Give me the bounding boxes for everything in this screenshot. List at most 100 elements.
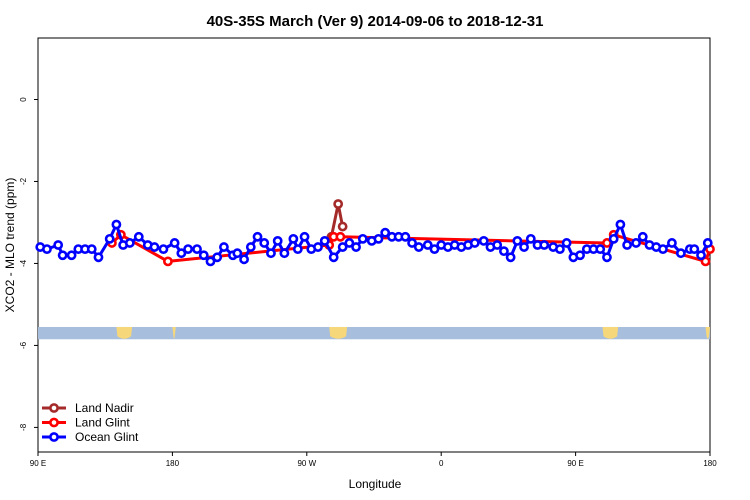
data-point <box>163 256 173 267</box>
data-point <box>539 240 550 250</box>
data-point <box>373 233 384 244</box>
data-point <box>219 242 229 252</box>
data-point <box>183 244 193 254</box>
data-point <box>622 240 633 250</box>
legend-item: Land Glint <box>42 416 130 430</box>
series-line <box>329 202 345 238</box>
data-point <box>337 242 348 252</box>
data-point <box>53 240 64 250</box>
data-point <box>205 256 216 267</box>
x-tick-label: 90 E <box>30 459 46 468</box>
ocean-band <box>38 326 710 340</box>
data-point <box>422 240 433 250</box>
data-point <box>512 236 523 246</box>
legend-label: Ocean Glint <box>75 430 139 444</box>
legend-item: Land Nadir <box>42 401 134 415</box>
data-point <box>245 242 256 252</box>
data-point <box>104 233 115 244</box>
data-point <box>176 248 187 259</box>
data-point <box>158 244 169 254</box>
data-point <box>525 233 536 244</box>
data-point <box>429 244 440 254</box>
legend-item: Ocean Glint <box>42 430 139 444</box>
data-point <box>319 236 330 246</box>
data-point <box>42 244 52 254</box>
data-point <box>232 248 243 259</box>
land-patch <box>172 326 176 339</box>
data-point <box>313 242 323 252</box>
data-point <box>288 233 299 244</box>
x-tick-label: 90 W <box>297 459 316 468</box>
data-point <box>555 244 565 254</box>
x-tick-label: 180 <box>703 459 717 468</box>
data-point <box>169 238 180 248</box>
y-axis: 0 -2 -4 -6 -8 <box>19 97 38 431</box>
data-point <box>407 238 417 248</box>
data-point <box>337 221 348 232</box>
legend-swatch-marker <box>49 403 59 413</box>
data-point <box>561 238 572 248</box>
data-point <box>57 250 68 261</box>
y-tick-label: -8 <box>19 423 28 431</box>
data-point <box>66 250 77 261</box>
data-point <box>608 233 619 244</box>
y-axis-label: XCO2 - MLO trend (ppm) <box>3 178 17 313</box>
series-layer <box>35 199 715 267</box>
data-point <box>86 244 97 254</box>
data-point <box>124 238 135 248</box>
data-point <box>212 252 223 263</box>
data-point <box>344 238 355 248</box>
data-point <box>637 231 648 242</box>
data-point <box>702 238 713 248</box>
y-tick-label: -4 <box>19 259 28 267</box>
legend-label: Land Nadir <box>75 401 134 415</box>
data-point <box>192 244 202 254</box>
x-tick-label: 90 E <box>567 459 583 468</box>
data-point <box>328 252 339 263</box>
data-point <box>93 252 104 263</box>
x-axis-label: Longitude <box>349 477 402 491</box>
land-patch <box>116 326 133 339</box>
x-tick-label: 180 <box>166 459 180 468</box>
land-patch <box>705 326 710 339</box>
data-point <box>400 231 411 242</box>
data-point <box>658 244 668 254</box>
legend-swatch-marker <box>49 432 59 442</box>
data-point <box>198 250 209 261</box>
data-point <box>413 242 424 252</box>
data-point <box>357 233 368 244</box>
data-point <box>380 227 391 238</box>
data-point <box>252 231 263 242</box>
x-axis: 90 E 180 90 W 0 90 E 180 <box>30 452 717 468</box>
data-point <box>239 254 249 265</box>
data-point <box>292 244 303 254</box>
data-point <box>272 236 283 246</box>
legend-swatch-marker <box>49 417 59 428</box>
data-point <box>111 219 122 230</box>
data-point <box>279 248 290 259</box>
data-point <box>675 248 686 259</box>
data-point <box>700 256 711 267</box>
data-point <box>519 242 529 252</box>
series-ocean-glint <box>35 219 713 267</box>
data-point <box>602 252 612 263</box>
data-point <box>351 242 361 252</box>
data-point <box>602 238 612 248</box>
data-point <box>689 244 700 254</box>
data-point <box>595 244 606 254</box>
data-point <box>266 248 276 259</box>
data-point <box>259 238 270 248</box>
data-point <box>505 252 516 263</box>
data-point <box>492 240 503 250</box>
data-point <box>478 236 489 246</box>
data-point <box>631 238 641 248</box>
legend-label: Land Glint <box>75 416 130 430</box>
data-point <box>469 238 480 248</box>
data-point <box>133 231 144 242</box>
data-point <box>333 199 344 209</box>
land-patch <box>602 326 619 339</box>
y-tick-label: -6 <box>19 341 28 349</box>
data-point <box>615 219 626 230</box>
